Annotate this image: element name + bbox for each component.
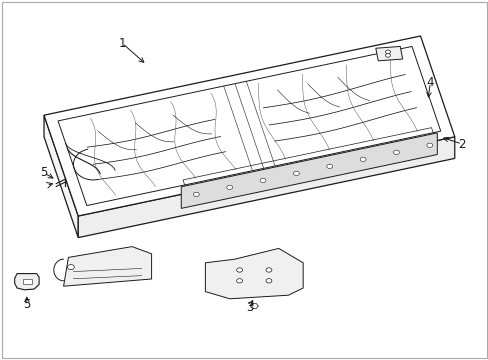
Polygon shape <box>63 247 151 286</box>
Circle shape <box>385 54 390 57</box>
Text: 4: 4 <box>426 76 433 89</box>
Circle shape <box>67 265 74 270</box>
Circle shape <box>265 279 271 283</box>
Polygon shape <box>44 36 454 216</box>
Circle shape <box>236 279 242 283</box>
Circle shape <box>393 150 399 154</box>
Circle shape <box>226 185 232 190</box>
Polygon shape <box>44 115 78 238</box>
Polygon shape <box>15 274 39 290</box>
Circle shape <box>193 192 199 197</box>
Polygon shape <box>23 279 32 284</box>
Circle shape <box>265 268 271 272</box>
Circle shape <box>359 157 365 162</box>
Text: 3: 3 <box>245 301 253 314</box>
Circle shape <box>293 171 299 176</box>
Text: 2: 2 <box>457 138 465 150</box>
Circle shape <box>260 178 265 183</box>
Polygon shape <box>375 46 402 61</box>
Polygon shape <box>78 137 454 238</box>
Circle shape <box>326 164 332 168</box>
Text: 1: 1 <box>118 37 126 50</box>
Circle shape <box>426 143 432 148</box>
Text: 5: 5 <box>40 166 48 179</box>
Polygon shape <box>205 248 303 299</box>
Circle shape <box>385 50 390 54</box>
Text: 5: 5 <box>23 298 31 311</box>
Polygon shape <box>181 133 436 208</box>
Circle shape <box>236 268 242 272</box>
